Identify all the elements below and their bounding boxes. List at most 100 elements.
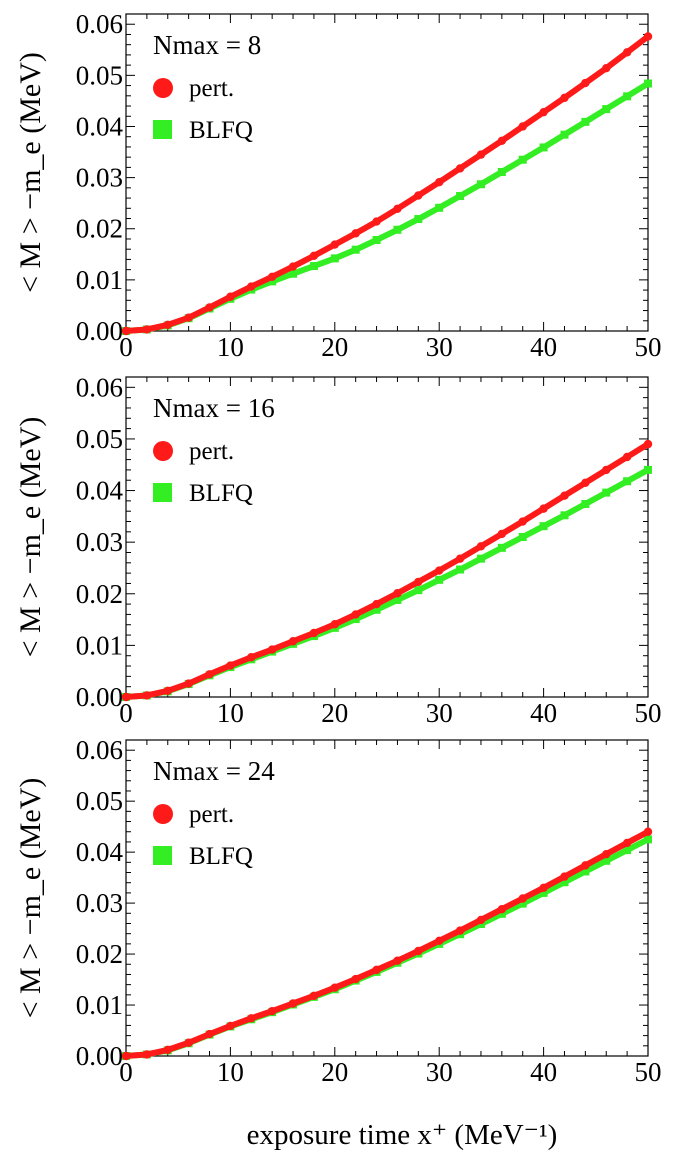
data-point bbox=[539, 888, 548, 897]
legend-marker-blfq bbox=[153, 846, 172, 865]
legend-label-pert: pert. bbox=[189, 438, 234, 465]
data-point bbox=[539, 504, 548, 513]
series-pert bbox=[121, 827, 653, 1061]
data-point bbox=[330, 620, 339, 629]
data-point bbox=[539, 522, 548, 531]
data-point bbox=[205, 670, 214, 679]
x-tick-label: 40 bbox=[530, 698, 557, 728]
y-tick-label: 0.03 bbox=[76, 163, 123, 193]
data-point bbox=[184, 679, 193, 688]
data-point bbox=[309, 991, 319, 1001]
legend-label-blfq: BLFQ bbox=[189, 117, 253, 144]
data-point bbox=[267, 645, 277, 654]
y-axis-label: < M > −m_e (MeV) bbox=[14, 52, 47, 293]
data-point bbox=[560, 491, 569, 500]
data-point bbox=[476, 180, 485, 189]
data-point bbox=[393, 956, 402, 965]
data-point bbox=[267, 272, 277, 282]
data-point bbox=[539, 107, 548, 117]
data-point bbox=[163, 320, 172, 330]
data-point bbox=[560, 130, 569, 139]
data-point bbox=[539, 143, 548, 152]
data-point bbox=[497, 529, 507, 539]
data-point bbox=[643, 32, 653, 41]
y-tick-label: 0.05 bbox=[76, 60, 123, 90]
data-point bbox=[581, 861, 590, 870]
data-point bbox=[623, 846, 632, 855]
data-point bbox=[142, 1050, 152, 1059]
data-point bbox=[393, 589, 402, 598]
y-tick-label: 0.05 bbox=[76, 424, 123, 454]
x-tick-label: 0 bbox=[119, 1057, 133, 1087]
data-point bbox=[497, 543, 506, 552]
panel-middle: 0 10 20 30 40 50 0.00 0.01 0.02 0.03 0.04 0.05 0.06 <… bbox=[14, 372, 662, 728]
data-point bbox=[288, 637, 298, 646]
y-tick-label: 0.06 bbox=[76, 372, 123, 402]
data-point bbox=[163, 686, 172, 696]
panel-top: 0 10 20 30 40 50 0.00 0.01 0.02 0.03 0.04 0.05 0.06 <… bbox=[14, 9, 662, 362]
data-point bbox=[476, 150, 486, 159]
data-point bbox=[497, 909, 506, 918]
y-tick-label: 0.04 bbox=[76, 111, 124, 141]
data-point bbox=[518, 899, 527, 908]
data-point bbox=[643, 827, 653, 836]
y-tick-label: 0.00 bbox=[76, 1041, 123, 1071]
data-point bbox=[435, 203, 444, 212]
data-point bbox=[330, 254, 339, 263]
data-point bbox=[184, 1038, 193, 1047]
x-tick-label: 40 bbox=[530, 332, 557, 362]
data-point bbox=[497, 136, 507, 145]
data-point bbox=[414, 586, 423, 595]
panel-bottom: 0 10 20 30 40 50 0.00 0.01 0.02 0.03 0.04 0.05 0.06 <… bbox=[14, 735, 662, 1151]
data-point bbox=[330, 983, 339, 992]
y-tick-label: 0.04 bbox=[76, 837, 124, 867]
data-point bbox=[456, 192, 465, 201]
legend-marker-pert bbox=[153, 804, 173, 824]
data-point bbox=[393, 595, 402, 604]
data-point bbox=[539, 883, 548, 893]
data-point bbox=[289, 269, 298, 278]
legend-label-pert: pert. bbox=[189, 801, 234, 828]
data-point bbox=[644, 79, 652, 88]
x-tick-label: 0 bbox=[119, 698, 133, 728]
x-tick-label: 50 bbox=[635, 332, 662, 362]
data-point bbox=[351, 245, 360, 254]
data-point bbox=[622, 838, 632, 848]
data-point bbox=[330, 240, 339, 249]
data-point bbox=[414, 215, 423, 224]
y-tick-label: 0.01 bbox=[76, 265, 123, 295]
data-point bbox=[288, 999, 298, 1008]
data-point bbox=[435, 566, 444, 575]
x-tick-label: 10 bbox=[217, 1057, 244, 1087]
data-point bbox=[351, 610, 360, 619]
data-point bbox=[121, 326, 131, 336]
y-tick-label: 0.02 bbox=[76, 579, 123, 609]
data-point bbox=[309, 262, 318, 271]
y-tick-label: 0.01 bbox=[76, 990, 123, 1020]
y-tick-label: 0.00 bbox=[76, 682, 123, 712]
data-point bbox=[142, 691, 152, 700]
data-point bbox=[560, 93, 569, 103]
data-point bbox=[247, 282, 256, 291]
data-point bbox=[455, 926, 465, 935]
data-point bbox=[121, 1051, 131, 1061]
data-point bbox=[581, 499, 590, 508]
x-tick-label: 50 bbox=[635, 1057, 662, 1087]
data-point bbox=[351, 615, 360, 624]
data-point bbox=[476, 542, 486, 551]
data-point bbox=[581, 78, 590, 88]
data-point bbox=[372, 605, 381, 614]
data-point bbox=[622, 452, 632, 462]
x-tick-label: 10 bbox=[217, 698, 244, 728]
data-point bbox=[581, 478, 590, 488]
data-point bbox=[163, 1045, 172, 1055]
legend-label-blfq: BLFQ bbox=[189, 843, 253, 870]
y-tick-label: 0.05 bbox=[76, 786, 123, 816]
data-point bbox=[644, 465, 652, 474]
legend-marker-blfq bbox=[153, 120, 172, 139]
legend-title: Nmax = 8 bbox=[153, 30, 261, 60]
data-point bbox=[602, 63, 611, 73]
plot-frame bbox=[125, 739, 649, 1057]
data-point bbox=[414, 577, 423, 587]
